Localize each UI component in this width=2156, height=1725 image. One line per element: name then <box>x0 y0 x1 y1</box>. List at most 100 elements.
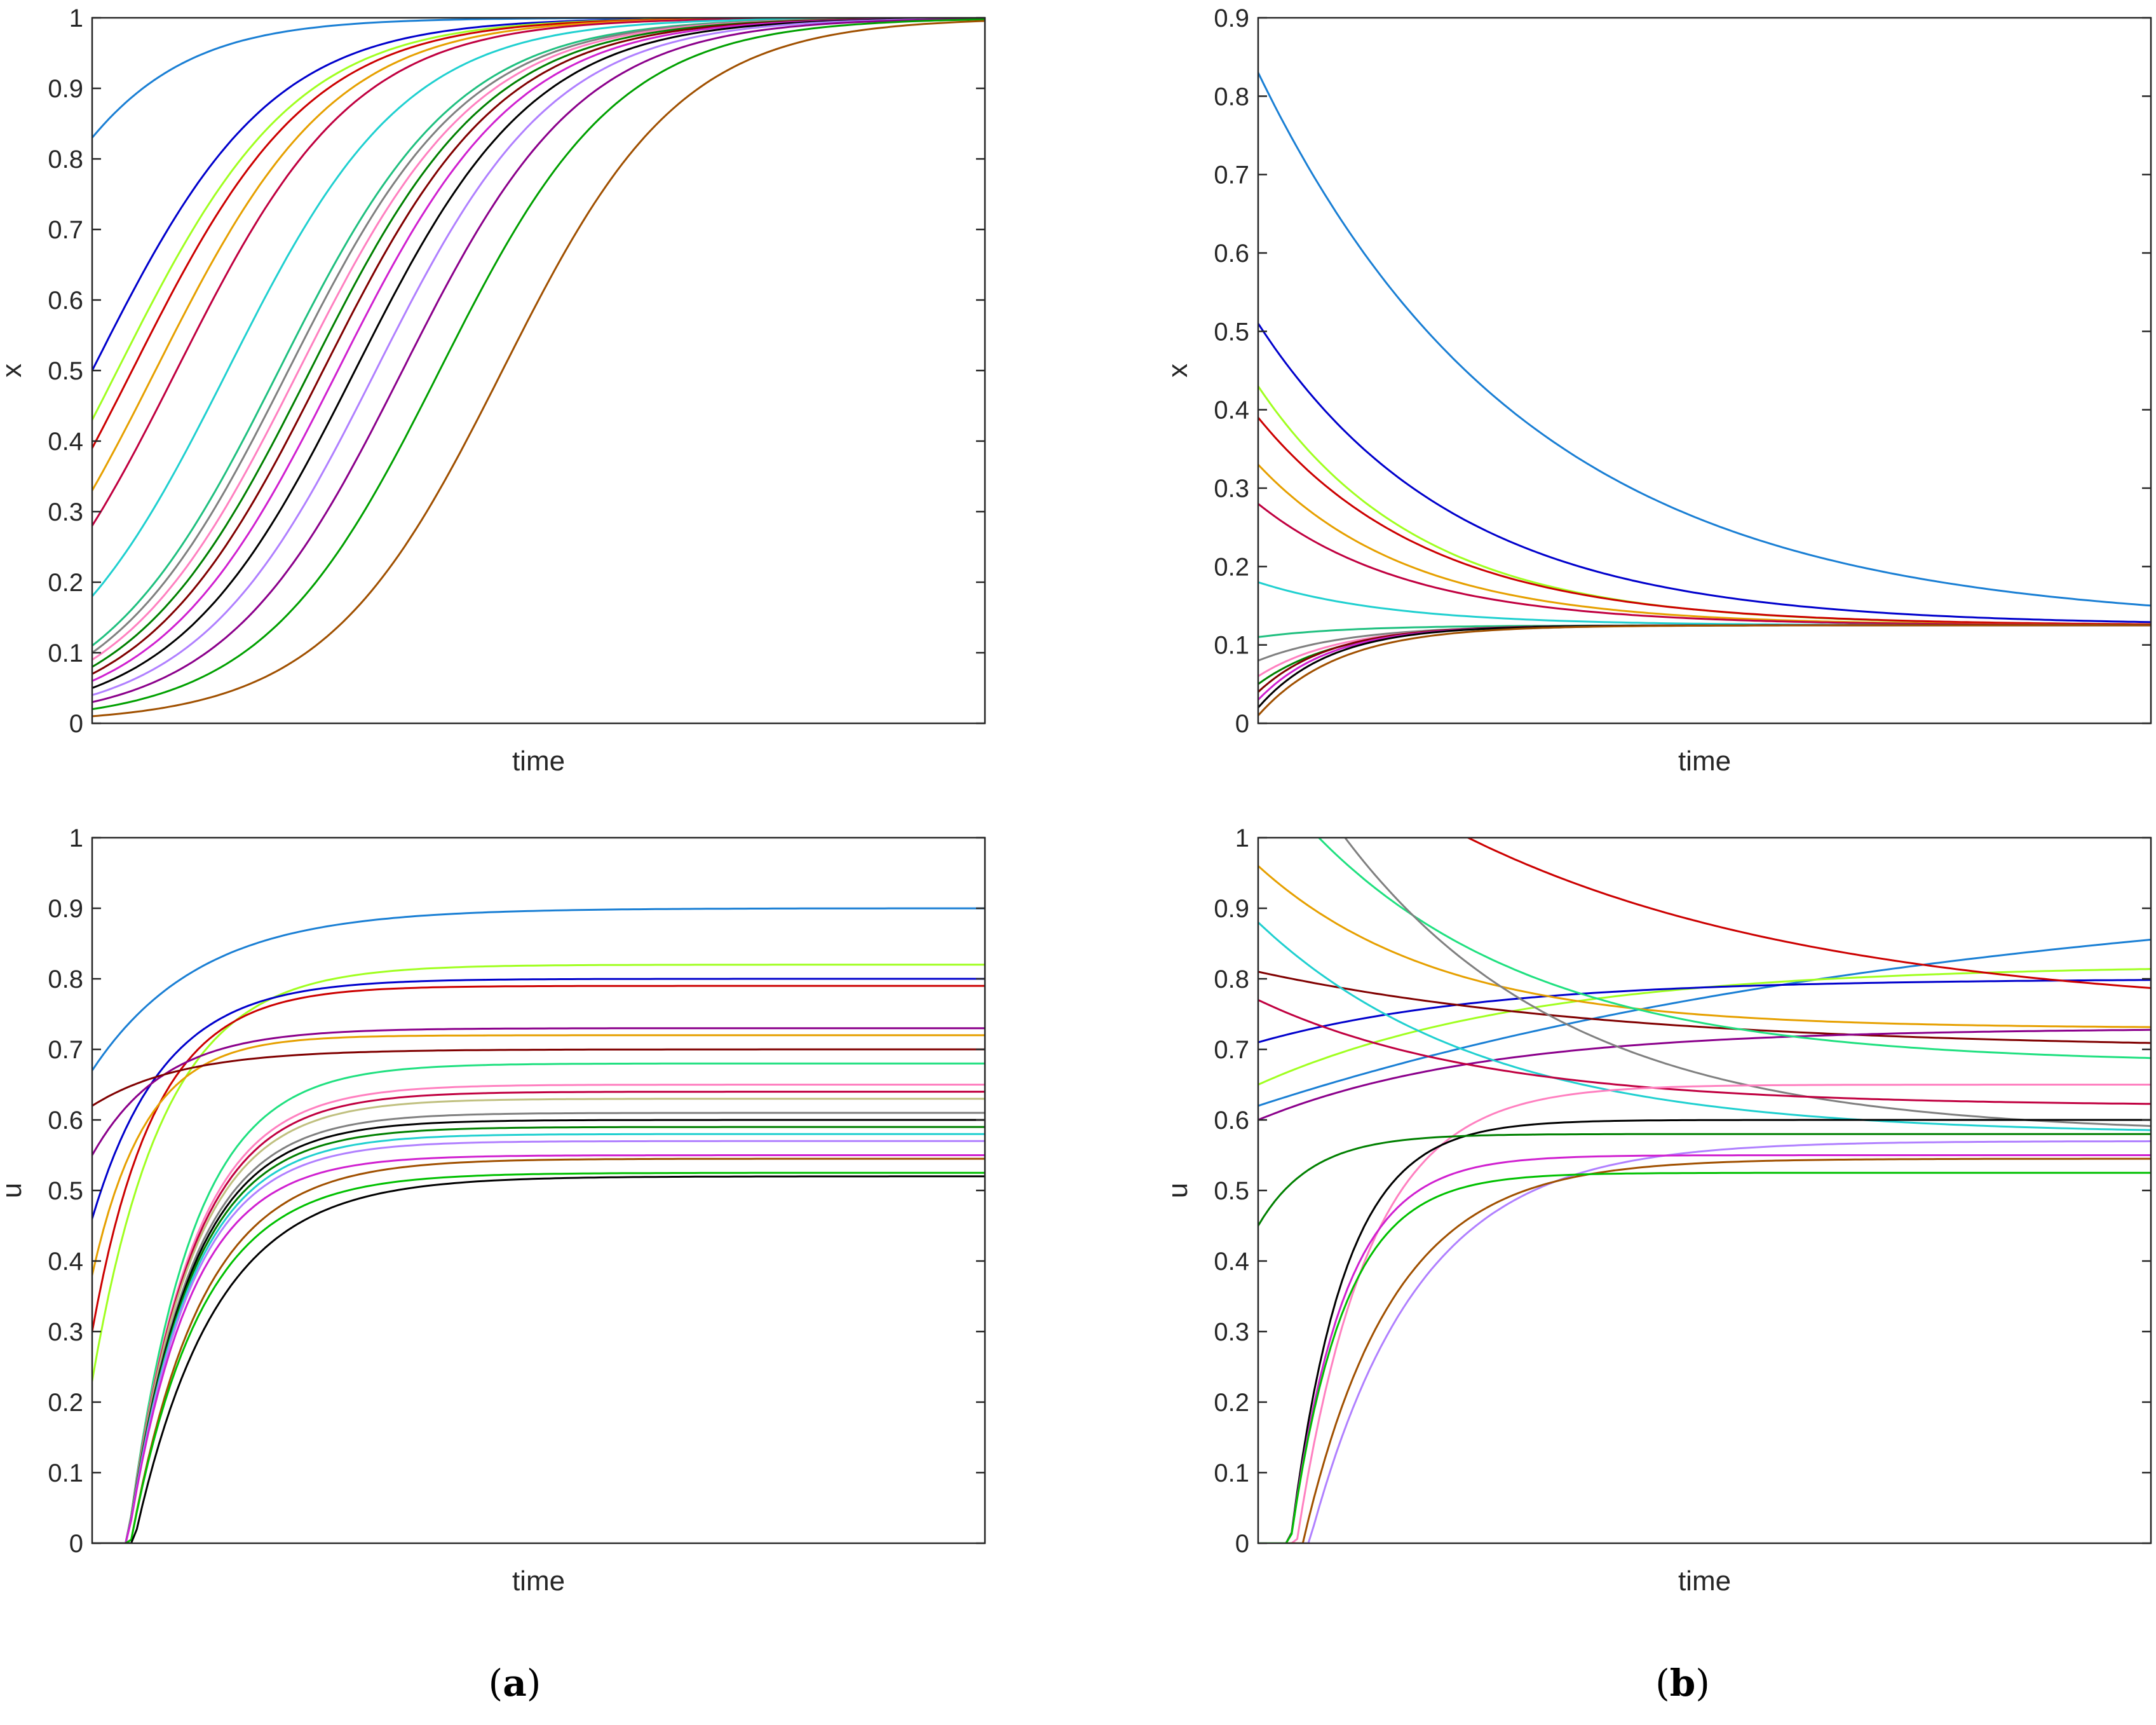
series-line-s18 <box>1258 1171 2151 1543</box>
series-line-s11 <box>92 1098 985 1543</box>
series-line-s4 <box>1466 838 2151 989</box>
series-line-s6 <box>1258 1028 2151 1121</box>
y-tick-label: 0.4 <box>1214 397 1249 425</box>
series-line-s4 <box>92 985 985 1333</box>
series-line-s10 <box>92 1091 985 1543</box>
y-tick-label: 0.6 <box>1214 1107 1249 1135</box>
series-line-s7 <box>92 18 985 597</box>
y-tick-label: 0.2 <box>1214 553 1249 581</box>
series-line-s8 <box>92 18 985 647</box>
series-line-s14 <box>1258 624 2151 709</box>
series-line-s11 <box>1258 999 2151 1105</box>
series-line-s5 <box>92 18 985 492</box>
plot-frame <box>1257 17 2152 725</box>
y-tick-label: 0.1 <box>48 639 83 667</box>
series-line-s5 <box>1258 463 2151 626</box>
series-line-s3 <box>92 18 985 421</box>
series-line-s16 <box>92 18 985 704</box>
series-line-s13 <box>92 18 985 682</box>
y-tick-label: 0.9 <box>1214 895 1249 923</box>
series-line-s6 <box>92 18 985 527</box>
series-line-s2 <box>92 964 985 1382</box>
series-line-s15 <box>92 18 985 697</box>
y-tick-label: 0.8 <box>1214 83 1249 111</box>
y-tick-label: 0.3 <box>48 498 83 526</box>
series-line-s13 <box>1258 1119 2151 1543</box>
caption-b: (b) <box>1655 1661 1710 1705</box>
y-tick-label: 0 <box>1235 1530 1249 1558</box>
panel-a-x: 0 0.1 0.2 0.3 0.4 0.5 0.6 0.7 0.8 0.9 1 time x <box>0 4 986 777</box>
y-tick-label: 0.8 <box>48 965 83 993</box>
series-line-s3 <box>1258 385 2151 625</box>
series-line-s15 <box>92 1133 985 1543</box>
y-tick-label: 0.2 <box>48 569 83 597</box>
series-line-s17 <box>92 18 985 711</box>
y-tick-label: 0.4 <box>48 428 83 456</box>
y-tick-label: 0.5 <box>48 357 83 385</box>
y-tick-label: 0.8 <box>1214 965 1249 993</box>
series-line-s12 <box>1258 624 2151 693</box>
y-tick-label: 1 <box>69 824 83 852</box>
y-tick-label: 0.2 <box>48 1389 83 1417</box>
y-tick-label: 0.1 <box>1214 632 1249 660</box>
y-tick-label: 0.6 <box>48 1107 83 1135</box>
y-axis-label: x <box>0 364 27 378</box>
y-tick-label: 0.9 <box>1214 4 1249 32</box>
series-line-s10 <box>1343 838 2151 1128</box>
y-tick-label: 0.7 <box>1214 161 1249 189</box>
series-line-s7 <box>92 1048 985 1107</box>
x-axis-label: time <box>1678 1565 1731 1597</box>
y-tick-label: 0.3 <box>48 1318 83 1346</box>
plot-frame <box>1257 836 2152 1544</box>
series-line-s14 <box>1258 1133 2151 1227</box>
series-line-s13 <box>1258 624 2151 701</box>
series-line-s13 <box>92 1119 985 1543</box>
y-tick-label: 0.8 <box>48 146 83 174</box>
series-line-s19 <box>92 1171 985 1543</box>
series-line-s5 <box>1258 971 2151 1044</box>
y-tick-label: 0.3 <box>1214 475 1249 503</box>
x-axis-label: time <box>512 1565 565 1597</box>
panel-b-x: 0 0.1 0.2 0.3 0.4 0.5 0.6 0.7 0.8 0.9 time x <box>1162 4 2152 777</box>
y-tick-label: 0 <box>69 1530 83 1558</box>
caption-a: (a) <box>489 1661 541 1705</box>
y-tick-label: 0.9 <box>48 75 83 103</box>
series-line-s2 <box>1258 322 2151 624</box>
y-tick-label: 0.7 <box>48 1036 83 1064</box>
y-tick-label: 1 <box>69 4 83 32</box>
y-tick-label: 0 <box>69 710 83 738</box>
series-line-s14 <box>92 18 985 689</box>
series-line-s1 <box>92 18 985 139</box>
series-line-s17 <box>92 1154 985 1543</box>
series-line-s6 <box>92 1034 985 1276</box>
plot-frame <box>91 17 986 725</box>
y-tick-label: 0.7 <box>1214 1036 1249 1064</box>
y-tick-label: 0.2 <box>1214 1389 1249 1417</box>
series-line-s7 <box>1258 864 2151 1028</box>
series-line-s1 <box>92 907 985 1072</box>
series-line-s9 <box>92 1084 985 1543</box>
series-line-s18 <box>92 20 985 718</box>
series-line-s12 <box>1258 1084 2151 1543</box>
series-line-s12 <box>92 1112 985 1543</box>
series-line-s18 <box>92 1157 985 1543</box>
y-tick-label: 0.3 <box>1214 1318 1249 1346</box>
x-axis-label: time <box>1678 746 1731 777</box>
y-tick-label: 0.1 <box>1214 1459 1249 1487</box>
y-tick-label: 0.5 <box>1214 318 1249 346</box>
y-axis-label: u <box>1162 1183 1193 1198</box>
series-line-s14 <box>92 1126 985 1543</box>
series-line-s9 <box>92 18 985 654</box>
series-line-s8 <box>1317 838 2151 1060</box>
y-tick-label: 0.4 <box>48 1248 83 1276</box>
series-line-s5 <box>92 1027 985 1156</box>
series-line-s8 <box>92 1062 985 1543</box>
series-line-s1 <box>1258 71 2151 607</box>
y-tick-label: 0 <box>1235 710 1249 738</box>
y-tick-label: 0.7 <box>48 216 83 244</box>
series-line-s4 <box>92 18 985 449</box>
y-tick-label: 0.4 <box>1214 1248 1249 1276</box>
series-line-s17 <box>1258 1157 2151 1543</box>
y-tick-label: 0.6 <box>1214 240 1249 268</box>
y-tick-label: 0.5 <box>48 1177 83 1205</box>
